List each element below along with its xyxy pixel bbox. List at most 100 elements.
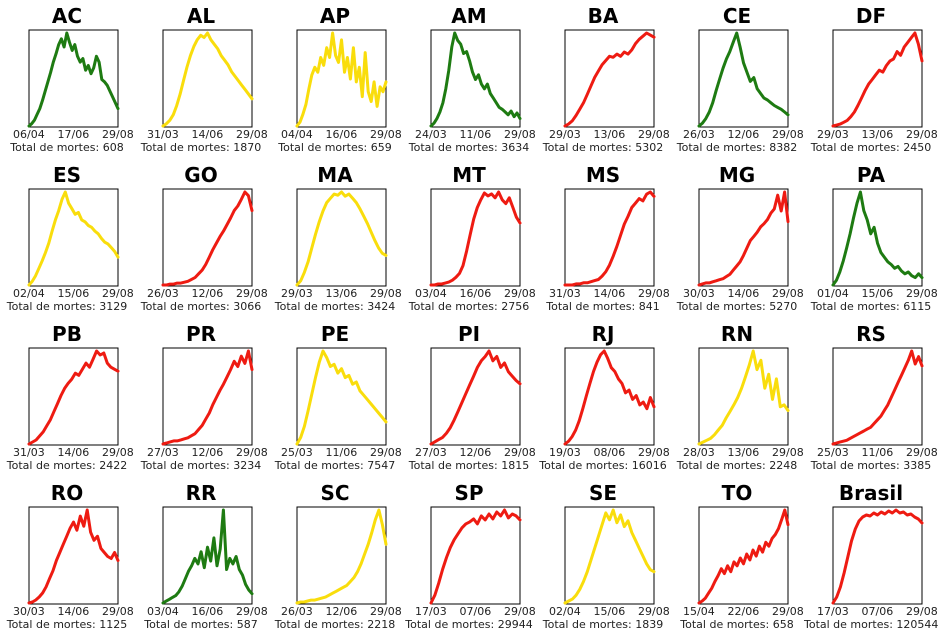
chart-title: MS [585,163,621,187]
x-tick-label: 16/06 [191,605,224,618]
total-value: 841 [638,300,660,313]
x-tick-label: 12/06 [727,128,760,141]
chart-plot [295,347,388,446]
total-deaths-label: Total de mortes: 6115 [804,301,938,313]
x-tick-label: 29/08 [906,605,938,618]
chart-plot [697,347,790,446]
chart-title: BA [587,4,619,28]
x-tick-label: 22/06 [727,605,760,618]
chart-plot [429,347,522,446]
series-line [697,349,790,446]
chart-plot [697,188,790,287]
total-prefix: Total de mortes: [6,459,100,472]
x-tick-label: 29/08 [504,605,536,618]
plot-frame [832,188,923,287]
x-tick-label: 03/04 [147,605,179,618]
chart-plot [831,29,924,128]
x-tick-label: 29/08 [504,446,536,459]
x-tick-label: 29/08 [102,287,134,300]
total-deaths-label: Total de mortes: 658 [670,619,804,631]
chart-plot [563,506,656,605]
total-prefix: Total de mortes: [6,618,100,631]
x-tick-label: 29/08 [236,287,268,300]
x-tick-label: 29/08 [370,605,402,618]
chart-panel-al: AL 31/03 14/06 29/08 Total de mortes: 1870 [134,0,268,159]
chart-plot [295,506,388,605]
x-tick-label: 17/06 [57,128,90,141]
chart-panel-rr: RR 03/04 16/06 29/08 Total de mortes: 587 [134,477,268,636]
x-tick-label: 14/06 [727,287,760,300]
chart-title: PR [185,322,217,346]
x-tick-label: 15/06 [57,287,90,300]
total-value: 1870 [233,141,262,154]
total-deaths-label: Total de mortes: 659 [268,142,402,154]
chart-title: RS [856,322,886,346]
chart-panel-se: SE 02/04 15/06 29/08 Total de mortes: 1839 [536,477,670,636]
x-tick-label: 29/08 [638,605,670,618]
x-tick-label: 29/08 [638,128,670,141]
chart-plot [697,506,790,605]
chart-panel-go: GO 26/03 12/06 29/08 Total de mortes: 3066 [134,159,268,318]
chart-plot [697,29,790,128]
total-value: 2422 [99,459,128,472]
total-prefix: Total de mortes: [810,141,904,154]
series-line [429,190,522,287]
series-line [295,508,388,605]
series-line [831,31,924,128]
chart-panel-pe: PE 25/03 11/06 29/08 Total de mortes: 7547 [268,318,402,477]
series-line [27,31,120,128]
series-line [563,190,656,287]
chart-plot [27,29,120,128]
plot-frame [162,29,253,128]
chart-title: SE [588,481,618,505]
x-tick-label: 29/08 [772,605,804,618]
chart-title: PA [856,163,886,187]
total-prefix: Total de mortes: [546,300,639,313]
chart-panel-mg: MG 30/03 14/06 29/08 Total de mortes: 5270 [670,159,804,318]
series-line [161,508,254,605]
x-tick-label: 16/06 [459,287,492,300]
total-value: 1839 [635,618,664,631]
chart-panel-ba: BA 29/03 13/06 29/08 Total de mortes: 5302 [536,0,670,159]
plot-frame [430,29,521,128]
total-value: 8382 [769,141,798,154]
x-tick-label: 29/08 [370,287,402,300]
series-line [429,508,522,605]
series-line [161,31,254,128]
x-tick-label: 29/08 [102,605,134,618]
x-tick-label: 17/03 [415,605,447,618]
x-tick-label: 27/03 [415,446,447,459]
chart-plot [563,347,656,446]
total-prefix: Total de mortes: [539,459,632,472]
total-prefix: Total de mortes: [140,459,234,472]
total-deaths-label: Total de mortes: 2218 [268,619,402,631]
chart-title: RN [720,322,754,346]
x-tick-label: 13/06 [325,287,358,300]
chart-title: DF [855,4,887,28]
series-line [295,190,388,287]
x-tick-label: 29/08 [906,446,938,459]
x-tick-label: 29/08 [102,128,134,141]
x-tick-label: 17/03 [817,605,849,618]
total-prefix: Total de mortes: [676,141,770,154]
total-value: 587 [236,618,258,631]
total-deaths-label: Total de mortes: 3129 [0,301,134,313]
total-deaths-label: Total de mortes: 2422 [0,460,134,472]
total-value: 3634 [501,141,530,154]
series-line [831,508,924,605]
chart-title: PB [52,322,82,346]
x-tick-label: 31/03 [147,128,179,141]
chart-plot [161,29,254,128]
x-tick-label: 29/08 [236,605,268,618]
plot-frame [430,506,521,605]
x-tick-label: 25/03 [281,446,313,459]
chart-title: RR [185,481,217,505]
x-tick-label: 14/06 [191,128,224,141]
total-value: 3129 [99,300,128,313]
chart-title: Brasil [838,481,904,505]
chart-panel-rs: RS 25/03 11/06 29/08 Total de mortes: 3385 [804,318,938,477]
total-value: 2450 [903,141,932,154]
chart-panel-es: ES 02/04 15/06 29/08 Total de mortes: 3129 [0,159,134,318]
total-deaths-label: Total de mortes: 2450 [804,142,938,154]
x-tick-label: 26/03 [683,128,715,141]
